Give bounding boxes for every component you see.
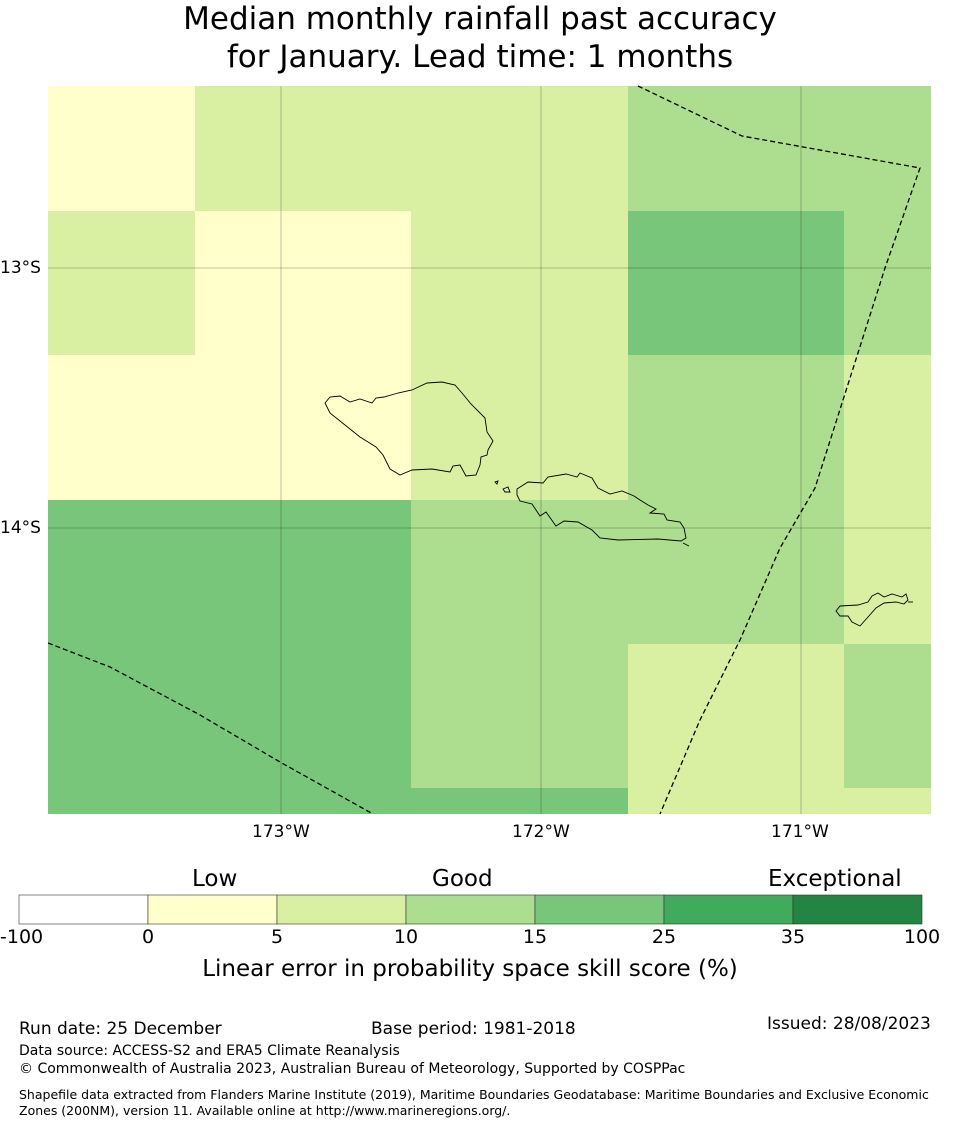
colorbar-segment xyxy=(534,894,665,925)
map-title-line-2: for January. Lead time: 1 months xyxy=(226,39,734,75)
colorbar-tick-label: 100 xyxy=(903,926,941,948)
manono-islet xyxy=(502,486,511,493)
colorbar-tick-label: 0 xyxy=(141,926,155,948)
run-date: Run date: 25 December xyxy=(19,1019,222,1039)
grid-cell xyxy=(628,355,844,500)
legend-colorbar xyxy=(18,894,923,925)
grid-cell xyxy=(628,644,844,814)
base-period: Base period: 1981-2018 xyxy=(371,1019,576,1039)
legend-category-low: Low xyxy=(192,866,238,892)
grid-cell xyxy=(48,211,195,355)
grid-cell xyxy=(411,500,628,644)
grid-cell xyxy=(411,355,628,500)
colorbar-segment xyxy=(405,894,536,925)
colorbar-tick-label: 10 xyxy=(393,926,419,948)
legend-axis-label: Linear error in probability space skill … xyxy=(202,956,738,982)
upolu-island-outline xyxy=(516,472,687,542)
upolu-tip xyxy=(682,542,690,547)
graticule xyxy=(48,86,931,814)
grid-cell xyxy=(195,211,411,355)
grid-cell xyxy=(844,500,931,644)
map-title-line-1: Median monthly rainfall past accuracy xyxy=(183,1,777,37)
grid-cell xyxy=(844,211,931,355)
copyright: © Commonwealth of Australia 2023, Austra… xyxy=(19,1061,686,1077)
lat-label-13s: 13°S xyxy=(0,258,41,278)
maritime-boundaries xyxy=(47,85,921,815)
colorbar-segment xyxy=(663,894,794,925)
grid-cell xyxy=(48,500,411,814)
apolima-islet xyxy=(494,480,499,485)
colorbar-tick-label: 5 xyxy=(270,926,284,948)
colorbar-segment xyxy=(147,894,278,925)
grid-cell xyxy=(48,355,411,500)
grid-cell xyxy=(411,211,628,355)
colorbar-tick-label: 35 xyxy=(780,926,806,948)
tutuila-island-outline xyxy=(835,592,909,627)
colorbar-segment xyxy=(18,894,149,925)
grid-cell xyxy=(628,86,931,211)
colorbar-segment xyxy=(276,894,407,925)
shapefile-credit: Shapefile data extracted from Flanders M… xyxy=(19,1087,929,1118)
issued-date: Issued: 28/08/2023 xyxy=(767,1014,931,1034)
lon-label-173w: 173°W xyxy=(252,822,310,842)
colorbar-tick-label: 25 xyxy=(651,926,677,948)
data-source: Data source: ACCESS-S2 and ERA5 Climate … xyxy=(19,1043,400,1059)
colorbar-tick-label: -100 xyxy=(0,926,44,948)
grid-cell xyxy=(844,788,931,814)
lon-label-172w: 172°W xyxy=(512,822,570,842)
colorbar-segment xyxy=(792,894,923,925)
grid-cell xyxy=(411,644,628,788)
grid-cell xyxy=(411,788,628,814)
skill-grid xyxy=(48,86,931,814)
coastlines xyxy=(324,381,913,627)
lon-label-171w: 171°W xyxy=(771,822,829,842)
legend-category-good: Good xyxy=(432,866,493,892)
grid-cell xyxy=(844,355,931,500)
grid-cell xyxy=(628,211,844,355)
lat-label-14s: 14°S xyxy=(0,518,41,538)
grid-cell xyxy=(628,500,844,644)
grid-cell xyxy=(48,86,195,211)
colorbar-tick-label: 15 xyxy=(522,926,548,948)
grid-cell xyxy=(195,86,628,211)
savaii-island-outline xyxy=(324,381,494,477)
grid-cell xyxy=(844,644,931,788)
legend-category-exceptional: Exceptional xyxy=(768,866,902,892)
